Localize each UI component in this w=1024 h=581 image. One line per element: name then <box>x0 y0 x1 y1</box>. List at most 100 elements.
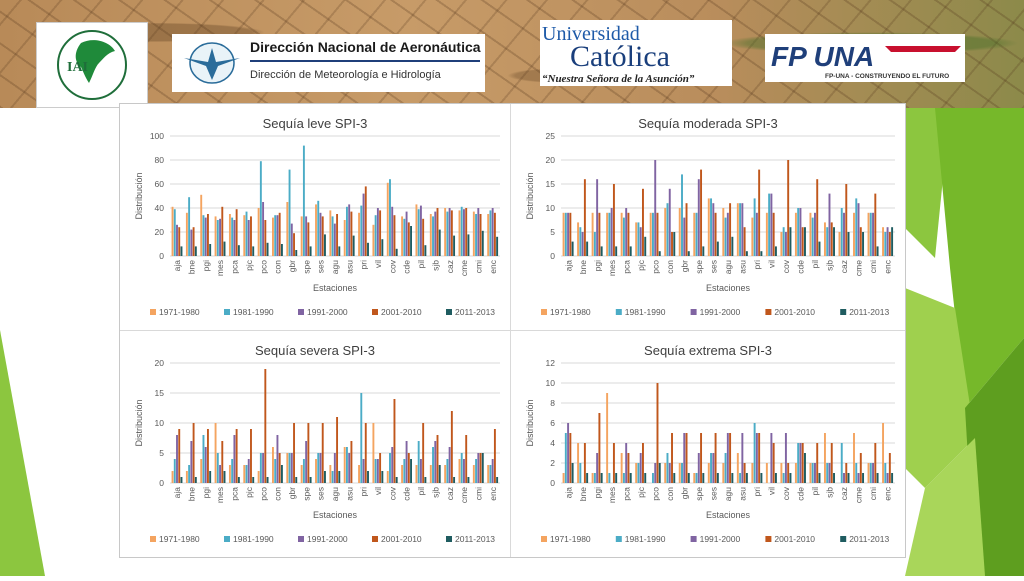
bar-1971-1980-caz <box>444 208 447 256</box>
bar-2011-2013-pil <box>818 241 821 256</box>
x-tick-label: spe <box>301 260 311 274</box>
bar-1991-2000-cme <box>463 209 465 256</box>
uca-line1: Universidad <box>542 23 640 45</box>
y-tick-label: 40 <box>155 203 165 213</box>
bar-2011-2013-pil <box>424 477 427 483</box>
bar-2011-2013-sjb <box>438 465 441 483</box>
y-axis-label: Distribución <box>525 399 535 446</box>
y-tick-label: 60 <box>155 179 165 189</box>
x-tick-label: pgi <box>201 487 211 498</box>
bar-1981-1990-pil <box>811 463 814 483</box>
bar-2011-2013-sjb <box>438 229 441 256</box>
chart-sequia-leve: Sequía leve SPI-3 0 20 40 60 80 100 Distribució… <box>134 116 500 317</box>
bar-1991-2000-asu <box>741 203 744 256</box>
bar-1971-1980-gbr <box>678 208 681 256</box>
y-tick-label: 5 <box>159 448 164 458</box>
bar-1971-1980-pjc <box>243 465 246 483</box>
iai-logo-graphic: IAI <box>57 30 127 100</box>
bar-2011-2013-aja <box>180 246 183 256</box>
bar-1991-2000-pjc <box>639 453 642 483</box>
bar-1981-1990-cmi <box>475 459 478 483</box>
bar-2011-2013-cov <box>395 477 398 483</box>
bar-1971-1980-pri <box>358 212 360 256</box>
bar-2001-2010-pjc <box>250 429 252 483</box>
x-tick-label: caz <box>839 260 849 273</box>
bar-1981-1990-spe <box>302 459 305 483</box>
bar-2001-2010-bne <box>583 443 586 483</box>
bar-1971-1980-ses <box>315 459 317 483</box>
x-axis-label: Estaciones <box>706 510 751 520</box>
bar-2001-2010-enc <box>493 429 496 483</box>
bar-1981-1990-agu <box>331 216 334 256</box>
bar-1991-2000-enc <box>491 208 494 256</box>
x-tick-label: pco <box>650 260 660 274</box>
bar-2001-2010-spe <box>307 423 310 483</box>
bar-1971-1980-enc <box>882 423 885 483</box>
bar-1971-1980-mes <box>606 393 609 483</box>
x-tick-label: agu <box>723 260 733 274</box>
x-tick-label: mes <box>607 260 617 276</box>
bar-1971-1980-mes <box>606 212 609 256</box>
bar-2011-2013-gbr <box>687 473 690 483</box>
bar-2001-2010-vil <box>772 212 775 256</box>
y-tick-label: 4 <box>550 438 555 448</box>
bar-2011-2013-caz <box>847 232 850 256</box>
bar-2011-2013-pco <box>266 242 269 256</box>
x-tick-label: cov <box>781 259 791 273</box>
bar-2001-2010-cde <box>801 227 804 256</box>
bar-1991-2000-enc <box>491 459 494 483</box>
bar-1981-1990-pil <box>811 217 814 256</box>
x-tick-label: caz <box>839 487 849 500</box>
bar-1991-2000-cme <box>463 459 465 483</box>
legend-label-1971-1980: 1971-1980 <box>159 534 200 544</box>
bar-2011-2013-con <box>673 473 676 483</box>
bar-1971-1980-pco <box>257 471 260 483</box>
bar-2011-2013-con <box>280 465 283 483</box>
x-tick-label: agu <box>723 487 733 501</box>
bar-2001-2010-enc <box>493 212 496 256</box>
x-tick-label: asu <box>738 487 748 501</box>
y-tick-label: 0 <box>550 251 555 261</box>
fpuna-logo: FP UNA FP-UNA - CONSTRUYENDO EL FUTURO <box>765 34 965 82</box>
y-tick-label: 0 <box>550 478 555 488</box>
bar-1991-2000-spe <box>697 453 700 483</box>
x-tick-label: gbr <box>679 260 689 272</box>
bar-1981-1990-pco <box>259 161 262 256</box>
bar-1981-1990-con <box>666 203 669 256</box>
bar-1981-1990-pri <box>753 423 756 483</box>
bar-1991-2000-agu <box>333 453 336 483</box>
bar-2001-2010-mes <box>612 184 615 256</box>
x-tick-label: enc <box>488 259 498 273</box>
bar-1991-2000-cov <box>391 206 394 256</box>
bar-1991-2000-pjc <box>247 220 250 256</box>
x-tick-label: pil <box>810 487 820 496</box>
bar-1981-1990-gbr <box>681 174 683 256</box>
bar-1981-1990-pco <box>259 453 262 483</box>
bar-2001-2010-pca <box>627 212 630 256</box>
bar-1991-2000-aja <box>176 224 178 256</box>
x-tick-label: pjc <box>244 486 254 498</box>
bar-2011-2013-pco <box>658 251 661 256</box>
bar-1981-1990-cme <box>460 453 463 483</box>
bar-1971-1980-pca <box>228 214 231 256</box>
bar-1971-1980-asu <box>343 447 346 483</box>
y-tick-label: 10 <box>546 203 556 213</box>
bar-2001-2010-asu <box>743 227 746 256</box>
bar-2011-2013-pco <box>266 477 269 483</box>
bar-1981-1990-enc <box>489 465 492 483</box>
bar-1991-2000-ses <box>319 453 322 483</box>
legend-swatch-2011-2013 <box>446 536 452 542</box>
x-tick-label: vil <box>767 260 777 268</box>
bar-2001-2010-cmi <box>874 193 877 256</box>
bar-2001-2010-bne <box>192 227 195 256</box>
x-tick-label: pil <box>810 260 820 269</box>
bar-2001-2010-pil <box>816 179 819 256</box>
bar-1981-1990-asu <box>739 203 742 256</box>
bar-2011-2013-asu <box>352 235 355 256</box>
x-tick-label: cme <box>854 487 864 503</box>
bar-2001-2010-sjb <box>436 208 439 256</box>
bar-1971-1980-spe <box>300 465 303 483</box>
x-tick-label: vil <box>373 487 383 495</box>
bar-2001-2010-sjb <box>830 222 833 256</box>
bar-2001-2010-pri <box>758 433 761 483</box>
